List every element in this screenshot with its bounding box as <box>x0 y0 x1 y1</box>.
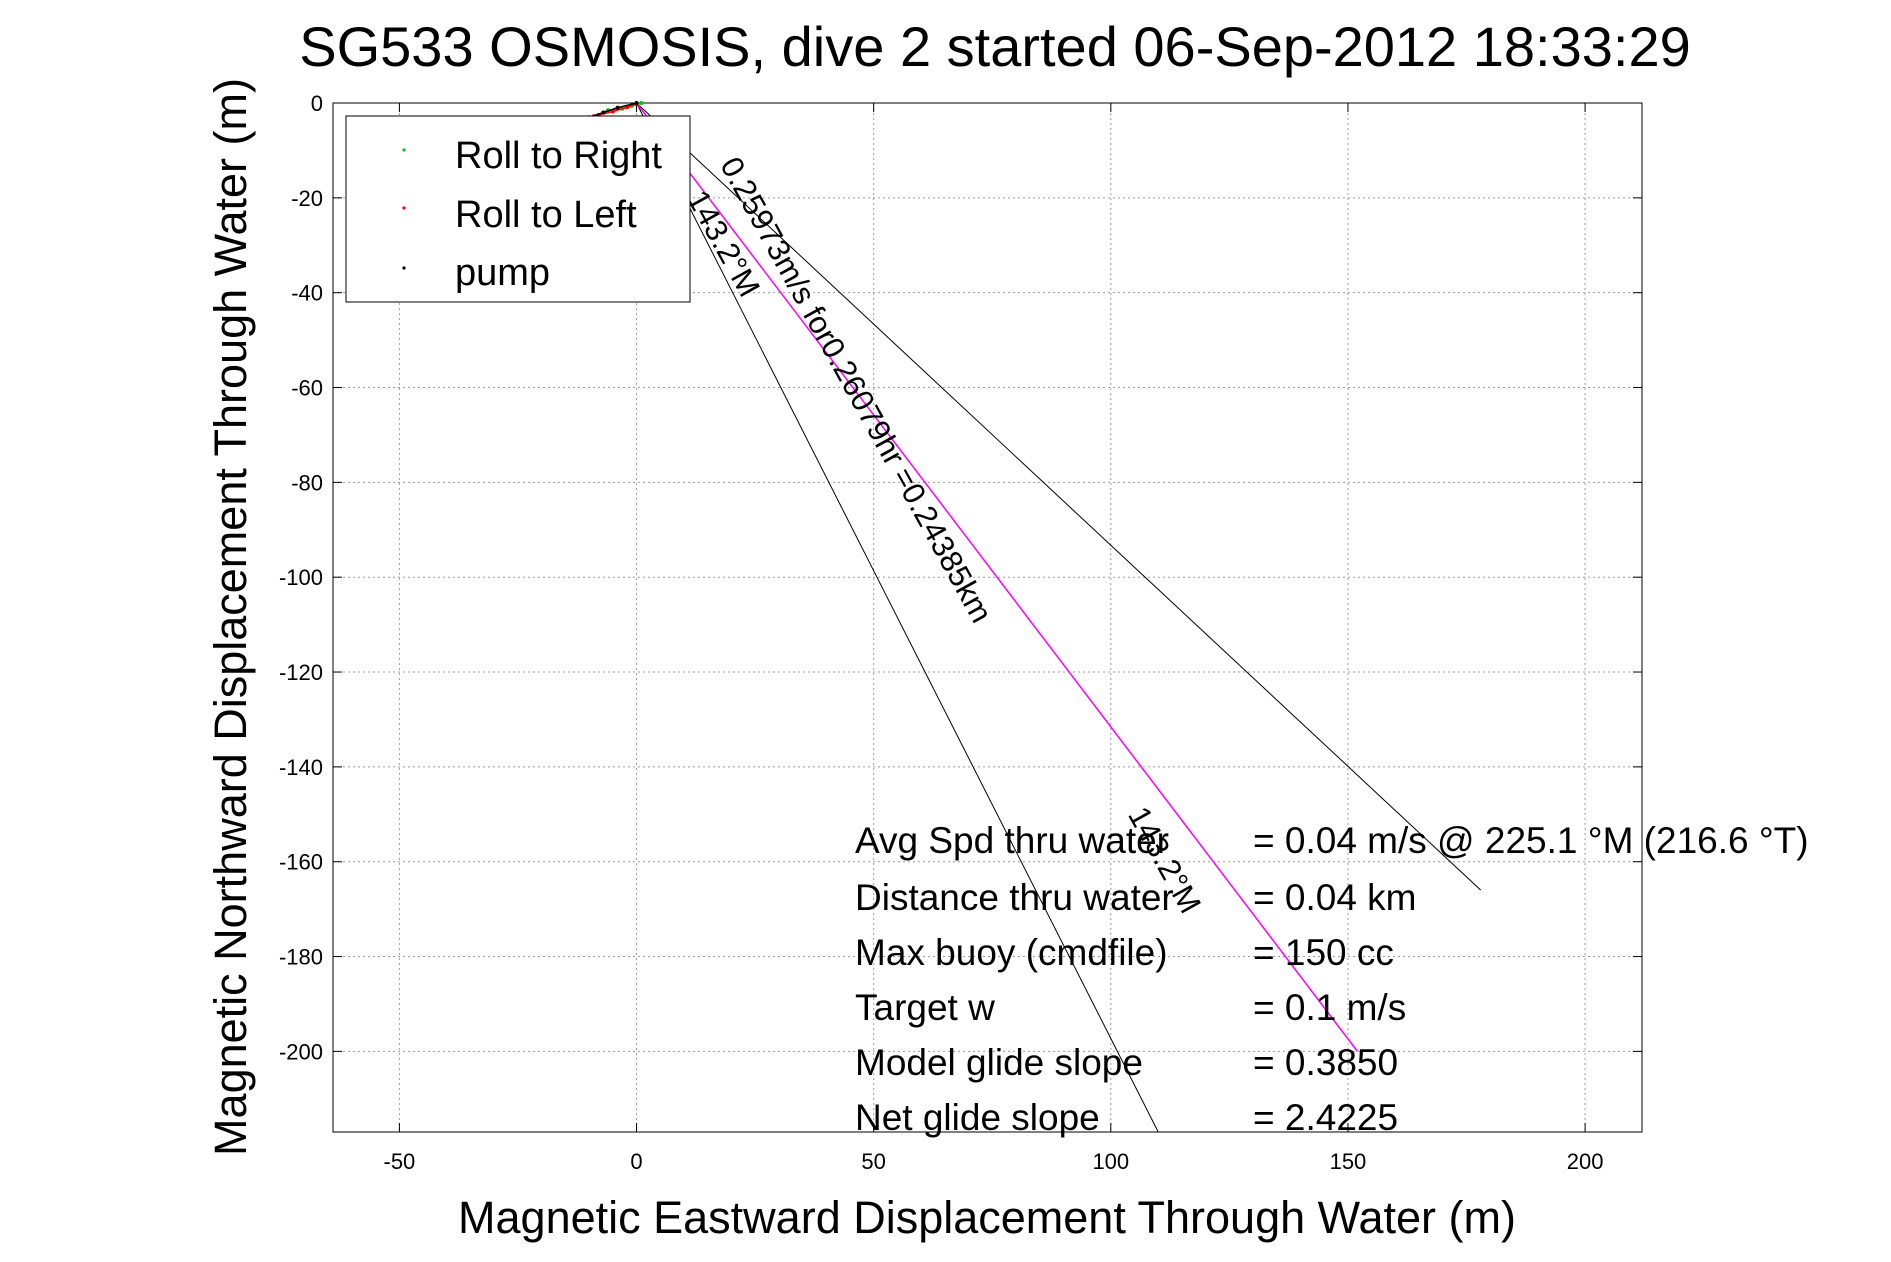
legend-marker-pump <box>402 266 406 270</box>
stat-label-distance: Distance thru water <box>855 877 1174 918</box>
legend-label-roll-left: Roll to Left <box>455 194 637 236</box>
x-tick-label: 50 <box>861 1149 885 1174</box>
series-point-pump <box>601 110 606 115</box>
legend: Roll to Right Roll to Left pump <box>345 115 691 303</box>
y-tick-label: -200 <box>279 1039 323 1064</box>
stat-value-net-glide: = 2.4225 <box>1253 1097 1398 1138</box>
stat-value-distance: = 0.04 km <box>1253 877 1417 918</box>
series-line-pump <box>588 102 637 118</box>
y-tick-label: -160 <box>279 850 323 875</box>
stat-value-max-buoy: = 150 cc <box>1253 932 1394 973</box>
legend-label-roll-right: Roll to Right <box>455 135 662 177</box>
x-tick-label: 0 <box>630 1149 642 1174</box>
x-tick-label: 200 <box>1567 1149 1604 1174</box>
stat-value-avg-speed: = 0.04 m/s @ 225.1 °M (216.6 °T) <box>1253 820 1809 861</box>
y-tick-label: -180 <box>279 945 323 970</box>
ticks: -50 0 50 100 150 200 0 -20 -40 -60 -80 -100 -120 -140… <box>279 91 1642 1174</box>
legend-label-pump: pump <box>455 252 550 294</box>
chart-title: SG533 OSMOSIS, dive 2 started 06-Sep-201… <box>299 15 1691 78</box>
y-tick-label: -40 <box>291 281 323 306</box>
y-tick-label: -100 <box>279 565 323 590</box>
stat-value-model-glide: = 0.3850 <box>1253 1042 1398 1083</box>
legend-marker-roll-right <box>402 148 406 152</box>
stat-label-target-w: Target w <box>855 987 995 1028</box>
y-tick-label: -140 <box>279 755 323 780</box>
bearing-line-right <box>636 102 1482 891</box>
plot-area <box>332 102 1643 1133</box>
bearing-line-left <box>636 102 1159 1133</box>
y-tick-label: -80 <box>291 470 323 495</box>
stat-label-max-buoy: Max buoy (cmdfile) <box>855 932 1168 973</box>
x-tick-label: -50 <box>384 1149 416 1174</box>
x-axis-label: Magnetic Eastward Displacement Through W… <box>458 1192 1516 1243</box>
stat-label-avg-speed: Avg Spd thru water <box>855 820 1169 861</box>
y-tick-label: 0 <box>311 91 323 116</box>
lines-layer <box>635 102 1482 1133</box>
series-point-pump <box>615 105 620 110</box>
x-tick-label: 100 <box>1092 1149 1129 1174</box>
course-line <box>635 102 1359 1052</box>
series-point-roll-to-right <box>639 101 644 105</box>
legend-marker-roll-left <box>402 206 406 210</box>
stat-value-target-w: = 0.1 m/s <box>1253 987 1406 1028</box>
x-tick-label: 150 <box>1330 1149 1367 1174</box>
y-tick-label: -60 <box>291 376 323 401</box>
stat-label-net-glide: Net glide slope <box>855 1097 1100 1138</box>
y-tick-label: -120 <box>279 660 323 685</box>
stats-block: Avg Spd thru water = 0.04 m/s @ 225.1 °M… <box>855 820 1809 1138</box>
series-point-roll-to-left <box>610 109 615 114</box>
y-axis-label: Magnetic Northward Displacement Through … <box>205 78 256 1156</box>
stat-label-model-glide: Model glide slope <box>855 1042 1143 1083</box>
y-tick-label: -20 <box>291 186 323 211</box>
